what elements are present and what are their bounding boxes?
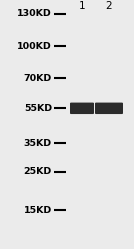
Text: 1: 1: [79, 1, 85, 11]
Text: 55KD: 55KD: [24, 104, 52, 113]
Text: 25KD: 25KD: [24, 167, 52, 176]
FancyBboxPatch shape: [95, 103, 123, 114]
Text: 100KD: 100KD: [17, 42, 52, 51]
Text: 130KD: 130KD: [17, 9, 52, 18]
Text: 2: 2: [106, 1, 112, 11]
Text: 15KD: 15KD: [24, 206, 52, 215]
FancyBboxPatch shape: [70, 103, 94, 114]
Text: 35KD: 35KD: [24, 139, 52, 148]
Text: 70KD: 70KD: [24, 74, 52, 83]
